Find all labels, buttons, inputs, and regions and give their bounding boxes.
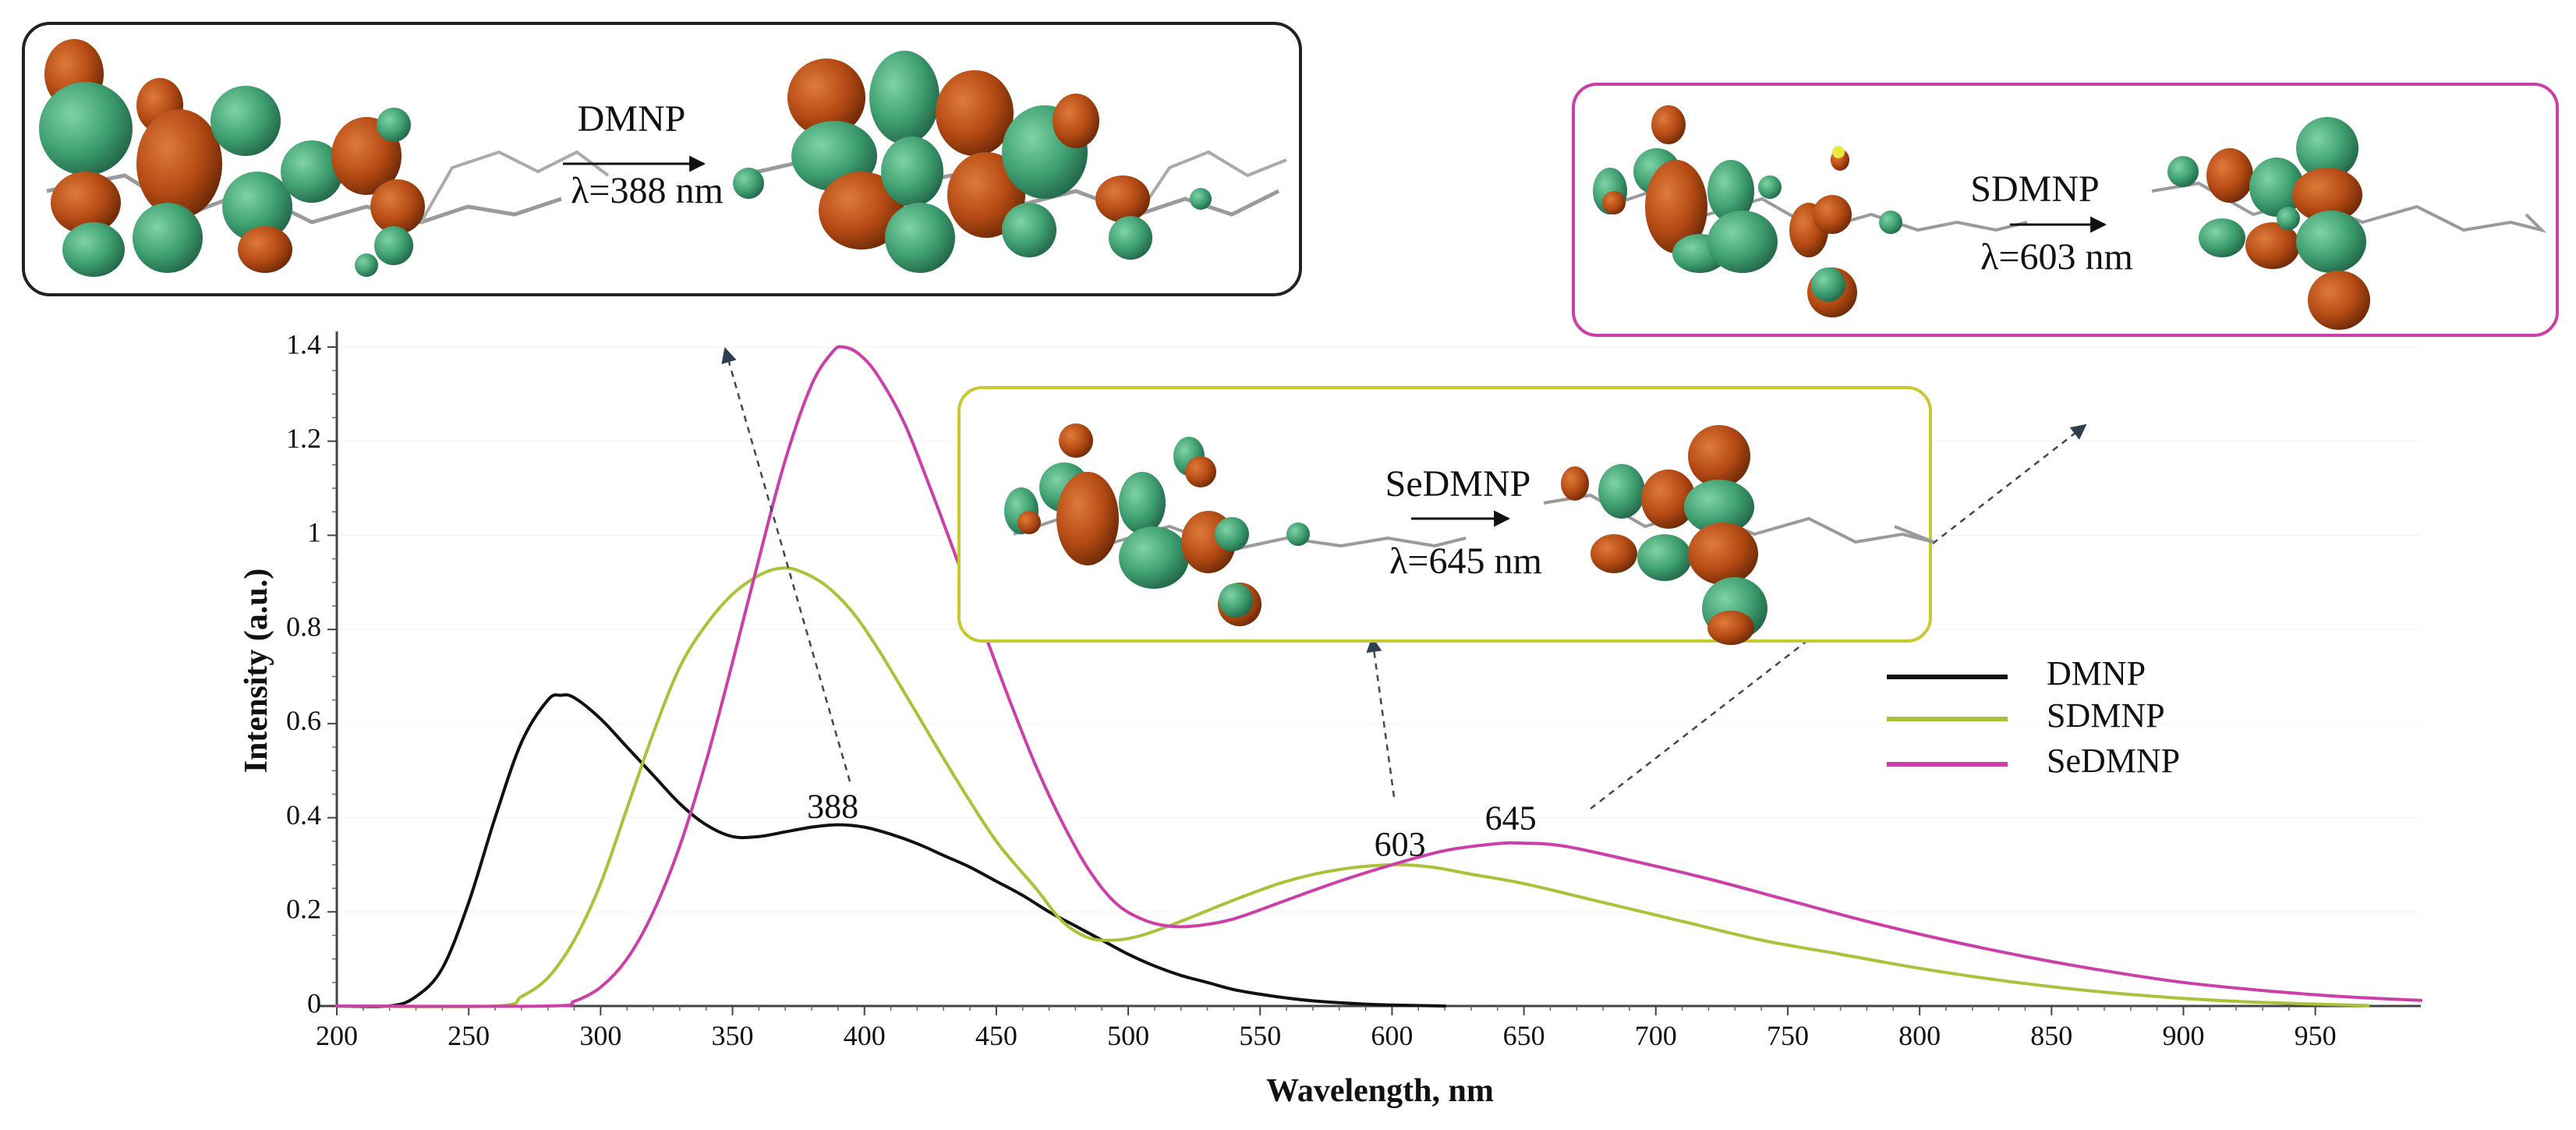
peak-label-645: 645 (1485, 799, 1537, 838)
legend-label-sdmnp: SDMNP (2047, 696, 2165, 735)
series-line-dmnp (335, 693, 1447, 1008)
x-axis-title: Wavelength, nm (1266, 1073, 1494, 1109)
lumo-orbital-sdmnp (2151, 117, 2547, 330)
x-tick-label: 900 (2162, 1020, 2204, 1051)
y-ticks: 0 0.2 0.4 0.6 0.8 1 1.2 1.4 (286, 328, 337, 1018)
inset-dmnp-transition: λ=388 nm (571, 170, 724, 211)
peak-labels: 388 603 645 (807, 788, 1537, 863)
x-tick-label: 650 (1503, 1020, 1545, 1051)
y-tick-label: 0.2 (286, 894, 321, 925)
arrow-603-to-sedmnp-inset (1366, 636, 1396, 798)
inset-sedmnp-transition: λ=645 nm (1389, 540, 1542, 582)
homo-orbital-sdmnp (1593, 105, 2028, 317)
inset-sedmnp-name: SeDMNP (1385, 463, 1531, 505)
lumo-orbital-dmnp (733, 51, 1287, 273)
x-tick-label: 700 (1635, 1020, 1677, 1051)
peak-label-603: 603 (1375, 825, 1426, 863)
x-tick-label: 850 (2030, 1020, 2072, 1051)
x-tick-label: 550 (1239, 1020, 1281, 1051)
x-tick-label: 750 (1767, 1020, 1809, 1051)
inset-dmnp-name: DMNP (578, 98, 686, 140)
series-line-sdmnp (335, 566, 2370, 1008)
inset-sdmnp: SDMNP λ=603 nm (1572, 83, 2559, 337)
y-tick-label: 0.8 (286, 611, 321, 642)
x-ticks: 200 250 300 350 400 450 500 550 600 650 700 750 800 8… (316, 1006, 2337, 1051)
x-tick-label: 350 (712, 1020, 754, 1051)
x-tick-label: 800 (1898, 1020, 1941, 1051)
x-tick-label: 300 (579, 1020, 621, 1051)
lumo-orbital-sedmnp (1543, 425, 1934, 645)
legend-entry-dmnp: DMNP (1887, 654, 2146, 693)
y-tick-label: 1 (307, 517, 321, 548)
plot-area: 200 250 300 350 400 450 500 550 600 650 700 750 800 8… (239, 328, 2422, 1109)
series-line-sedmnp (335, 345, 2422, 1008)
inset-dmnp: DMNP λ=388 nm (22, 22, 1302, 296)
y-tick-label: 1.4 (286, 328, 321, 360)
x-tick-label: 400 (844, 1020, 886, 1051)
inset-sdmnp-name: SDMNP (1970, 168, 2099, 210)
x-tick-label: 450 (975, 1020, 1017, 1051)
x-tick-label: 500 (1107, 1020, 1149, 1051)
y-tick-label: 0.6 (286, 705, 321, 736)
series-layer (335, 345, 2422, 1008)
x-tick-label: 950 (2295, 1020, 2337, 1051)
legend: DMNP SDMNP SeDMNP (1887, 654, 2180, 780)
y-tick-label: 0 (307, 987, 321, 1018)
legend-entry-sdmnp: SDMNP (1887, 696, 2165, 735)
peak-label-388: 388 (807, 788, 858, 826)
legend-label-sedmnp: SeDMNP (2047, 742, 2180, 780)
legend-label-dmnp: DMNP (2047, 654, 2146, 693)
x-tick-label: 250 (448, 1020, 490, 1051)
y-tick-label: 1.2 (286, 423, 321, 454)
y-tick-label: 0.4 (286, 799, 321, 831)
y-axis-title: Intensity (a.u.) (239, 569, 274, 774)
x-tick-label: 600 (1371, 1020, 1413, 1051)
inset-sdmnp-transition: λ=603 nm (1980, 236, 2133, 278)
arrow-388-to-dmnp-inset (721, 347, 851, 782)
homo-orbital-sedmnp (1004, 423, 1467, 626)
inset-sedmnp: SeDMNP λ=645 nm (957, 386, 1934, 645)
homo-orbital-dmnp (39, 39, 610, 277)
x-tick-label: 200 (316, 1020, 358, 1051)
legend-entry-sedmnp: SeDMNP (1887, 742, 2180, 780)
